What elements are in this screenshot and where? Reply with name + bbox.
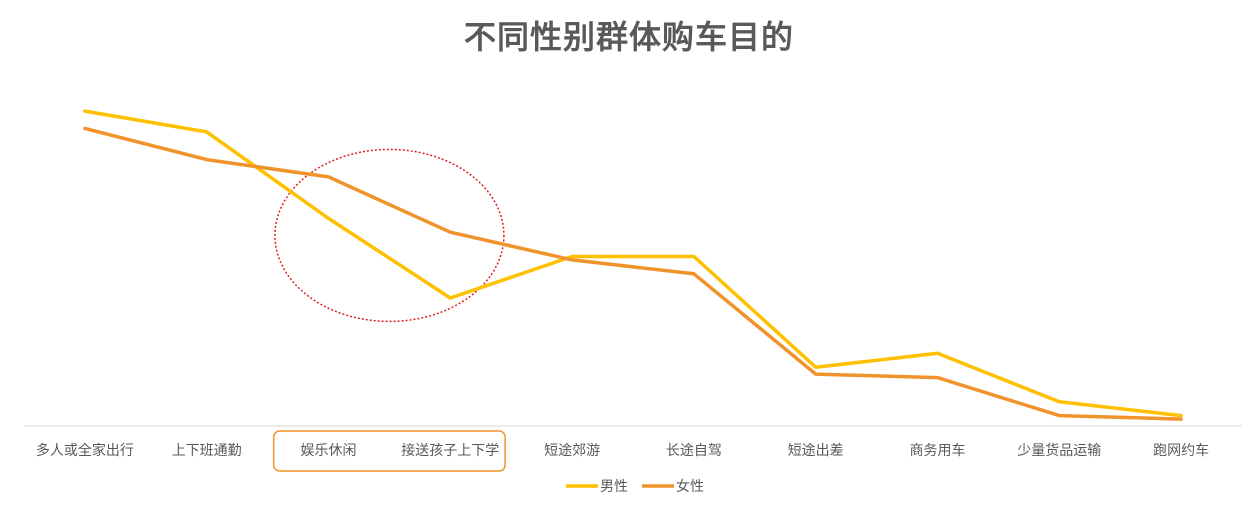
x-tick-label: 短途出差 — [788, 442, 844, 459]
annotations — [272, 148, 506, 472]
highlight-ellipse — [274, 148, 505, 323]
x-tick-label: 短途郊游 — [544, 442, 600, 459]
x-tick-label: 跑网约车 — [1153, 442, 1209, 459]
legend-label-male: 男性 — [600, 479, 628, 495]
x-tick-label: 商务用车 — [910, 442, 966, 459]
x-tick-label: 娱乐休闲 — [301, 443, 357, 459]
series-layer — [83, 109, 1183, 421]
legend-label-female: 女性 — [676, 478, 704, 495]
x-tick-label: 长途自驾 — [666, 442, 722, 459]
chart-title: 不同性别群体购车目的 — [463, 18, 794, 56]
x-tick-label: 多人或全家出行 — [36, 442, 134, 459]
x-axis-tick-labels: 多人或全家出行 上下班通勤 娱乐休闲 接送孩子上下学 短途郊游 长途自驾 短途出差 商务用车 少… — [36, 442, 1209, 459]
highlight-box — [272, 430, 506, 472]
x-tick-label: 上下班通勤 — [172, 443, 242, 459]
series-line-male — [83, 109, 1183, 418]
legend: 男性 女性 — [566, 478, 704, 495]
x-tick-label: 少量货品运输 — [1017, 442, 1101, 459]
series-line-female — [83, 126, 1183, 421]
x-tick-label: 接送孩子上下学 — [401, 442, 499, 459]
